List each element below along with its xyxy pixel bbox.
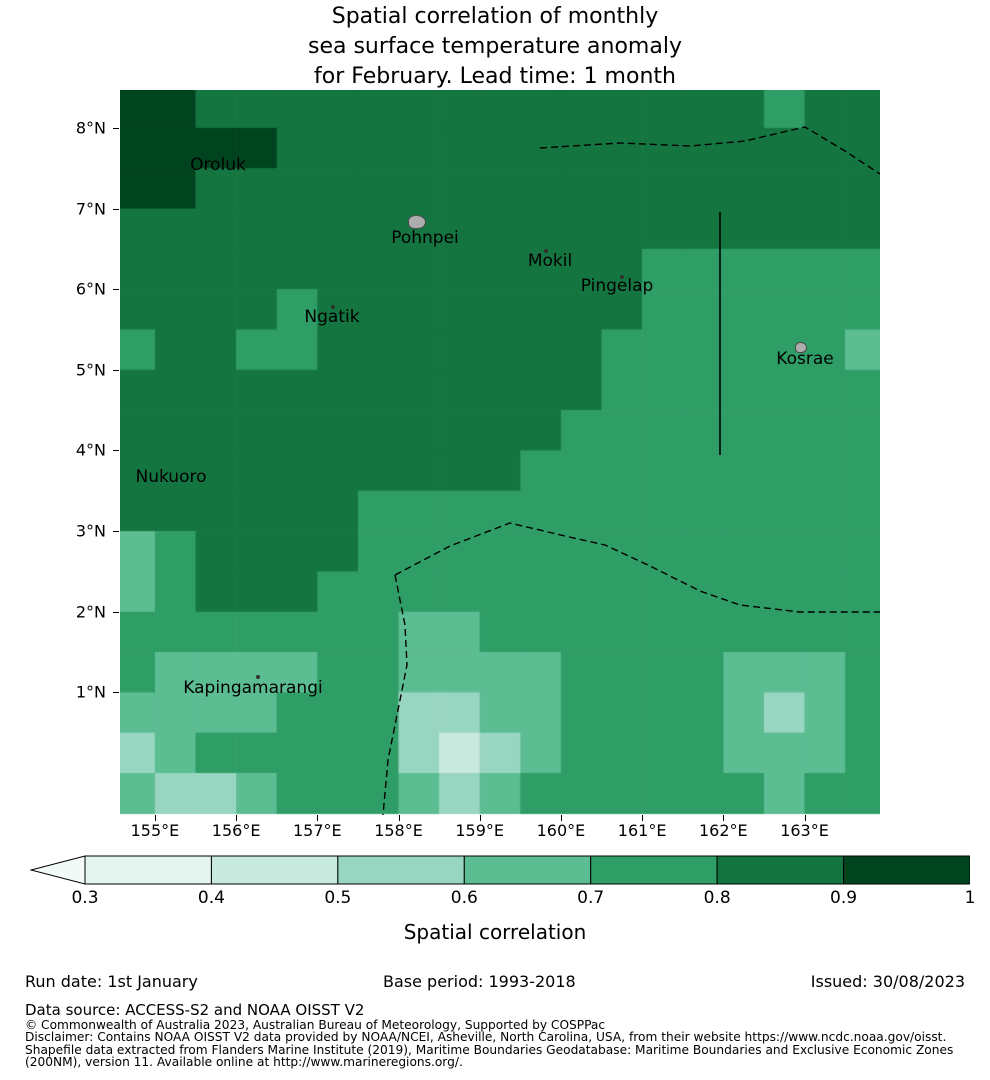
x-axis-tick-mark <box>479 815 481 821</box>
colorbar-bin-5 <box>716 855 845 885</box>
x-axis-tick-label: 156°E <box>211 821 261 840</box>
x-axis-tick-mark <box>317 815 319 821</box>
y-axis-tick-mark <box>113 289 119 291</box>
colorbar-tick-label: 0.5 <box>324 888 352 908</box>
colorbar-bin-2 <box>337 855 465 885</box>
disclaimer-line: Disclaimer: Contains NOAA OISST V2 data … <box>25 1030 947 1045</box>
x-axis-tick-label: 160°E <box>536 821 586 840</box>
y-axis-tick-label: 1°N <box>75 682 106 702</box>
colorbar-tick-label: 0.4 <box>197 888 225 908</box>
colorbar-bin-6 <box>843 855 971 885</box>
colorbar-tick-label: 1 <box>964 888 976 908</box>
colorbar-tick-label: 0.3 <box>71 888 99 908</box>
y-axis-tick-mark <box>113 611 119 613</box>
x-axis-tick-mark <box>642 815 644 821</box>
island-label-ngatik: Ngatik <box>304 307 360 327</box>
correlation-heatmap <box>120 90 880 815</box>
y-axis-tick-mark <box>113 369 119 371</box>
x-axis-tick-mark <box>804 815 806 821</box>
y-axis-tick-mark <box>113 208 119 210</box>
colorbar-tick-label: 0.8 <box>703 888 731 908</box>
island-label-oroluk: Oroluk <box>190 155 246 175</box>
y-axis-tick-mark <box>113 450 119 452</box>
x-axis-tick-mark <box>560 815 562 821</box>
data-source: Data source: ACCESS-S2 and NOAA OISST V2 <box>25 1001 365 1019</box>
x-axis-tick-mark <box>154 815 156 821</box>
shapefile-line-1: Shapefile data extracted from Flanders M… <box>25 1042 954 1057</box>
x-axis-tick-mark <box>236 815 238 821</box>
y-axis-tick-label: 3°N <box>75 521 106 541</box>
x-axis-tick-label: 163°E <box>780 821 829 840</box>
x-axis-tick-label: 162°E <box>698 821 748 840</box>
colorbar-tick-label: 0.6 <box>450 888 478 908</box>
island-marker-ngatik <box>331 305 335 309</box>
island-label-kosrae: Kosrae <box>776 349 834 369</box>
island-marker-mokil <box>544 249 548 253</box>
colorbar-gradient <box>29 855 971 885</box>
colorbar-bin-1 <box>210 855 339 885</box>
figure-title-line1: Spatial correlation of monthly <box>331 4 659 29</box>
x-axis-tick-mark <box>723 815 725 821</box>
base-period: Base period: 1993-2018 <box>383 972 576 991</box>
x-axis-tick-label: 161°E <box>617 821 667 840</box>
y-axis-tick-label: 4°N <box>75 440 106 460</box>
y-axis-tick-mark <box>113 127 119 129</box>
colorbar-bin-4 <box>590 855 718 885</box>
island-label-pohnpei: Pohnpei <box>391 228 459 248</box>
colorbar-tick-label: 0.7 <box>577 888 605 908</box>
figure-title: Spatial correlation of monthly sea surfa… <box>0 2 990 92</box>
copyright-line: © Commonwealth of Australia 2023, Austra… <box>25 1018 606 1032</box>
island-label-nukuoro: Nukuoro <box>135 467 207 487</box>
x-axis-tick-label: 159°E <box>455 821 505 840</box>
x-axis-tick-label: 158°E <box>374 821 423 840</box>
y-axis-tick-label: 7°N <box>75 199 106 219</box>
island-marker-kosrae <box>795 341 807 353</box>
island-label-kapingamarangi: Kapingamarangi <box>183 678 323 698</box>
fine-print: © Commonwealth of Australia 2023, Austra… <box>25 1019 985 1069</box>
run-date: Run date: 1st January <box>25 972 198 991</box>
colorbar-under-arrow <box>29 855 86 885</box>
figure-title-line3: for February. Lead time: 1 month <box>314 64 676 89</box>
colorbar-label: Spatial correlation <box>403 920 587 944</box>
issued-date: Issued: 30/08/2023 <box>810 972 965 991</box>
y-axis-tick-label: 2°N <box>75 602 106 622</box>
colorbar <box>29 855 971 885</box>
colorbar-bin-0 <box>84 855 212 885</box>
island-label-pingelap: Pingelap <box>580 276 654 296</box>
colorbar-tick-label: 0.9 <box>830 888 858 908</box>
y-axis-tick-label: 8°N <box>75 118 106 138</box>
y-axis-tick-mark <box>113 692 119 694</box>
island-marker-kapingamarangi <box>256 675 260 679</box>
x-axis-tick-label: 155°E <box>130 821 180 840</box>
y-axis-tick-label: 6°N <box>75 279 106 299</box>
figure-title-line2: sea surface temperature anomaly <box>308 34 682 59</box>
island-marker-pohnpei <box>408 215 426 229</box>
x-axis-tick-label: 157°E <box>292 821 342 840</box>
y-axis-tick-mark <box>113 531 119 533</box>
shapefile-line-2: (200NM), version 11. Available online at… <box>25 1055 463 1070</box>
island-marker-pingelap <box>620 275 624 279</box>
x-axis-tick-mark <box>398 815 400 821</box>
y-axis-tick-label: 5°N <box>75 360 106 380</box>
island-label-mokil: Mokil <box>527 251 573 271</box>
colorbar-bin-3 <box>463 855 592 885</box>
